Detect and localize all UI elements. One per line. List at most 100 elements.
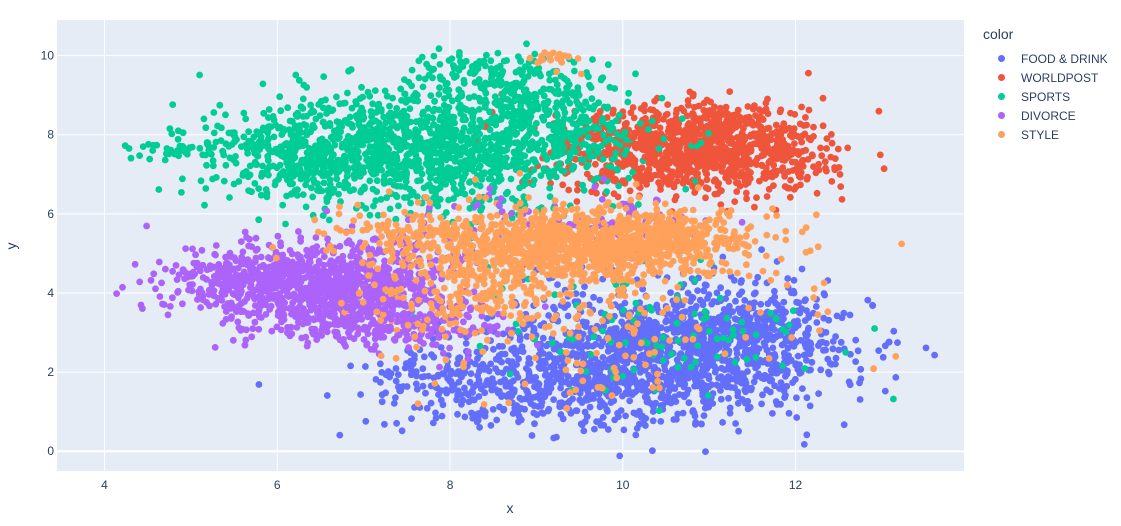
scatter-point bbox=[427, 174, 434, 182]
scatter-point bbox=[806, 402, 814, 410]
scatter-point bbox=[214, 122, 222, 130]
scatter-point bbox=[880, 165, 888, 173]
scatter-point bbox=[150, 270, 158, 278]
scatter-point bbox=[668, 134, 676, 142]
scatter-point bbox=[168, 130, 176, 138]
scatter-point bbox=[700, 315, 708, 323]
scatter-point bbox=[700, 106, 708, 114]
scatter-point bbox=[259, 162, 266, 170]
scatter-point bbox=[793, 394, 800, 402]
scatter-point bbox=[732, 420, 739, 427]
scatter-point bbox=[525, 370, 533, 378]
scatter-point bbox=[244, 150, 252, 157]
scatter-point bbox=[500, 405, 508, 413]
scatter-point bbox=[752, 331, 760, 338]
scatter-point bbox=[545, 375, 553, 383]
scatter-point bbox=[725, 151, 733, 158]
scatter-point bbox=[320, 73, 328, 80]
scatter-point bbox=[400, 137, 408, 145]
scatter-point bbox=[431, 97, 438, 105]
scatter-point bbox=[846, 381, 854, 389]
scatter-point bbox=[419, 83, 427, 91]
scatter-point bbox=[703, 176, 711, 184]
scatter-point bbox=[801, 297, 809, 305]
scatter-point bbox=[734, 392, 742, 400]
scatter-point bbox=[537, 172, 545, 180]
scatter-point bbox=[459, 116, 467, 124]
scatter-point bbox=[643, 398, 651, 406]
scatter-point bbox=[574, 186, 581, 194]
scatter-point bbox=[607, 163, 615, 171]
scatter-point bbox=[364, 88, 372, 96]
scatter-point bbox=[838, 196, 846, 203]
scatter-point bbox=[320, 179, 328, 187]
scatter-point bbox=[689, 90, 697, 98]
scatter-point bbox=[767, 309, 774, 317]
scatter-point bbox=[335, 168, 343, 176]
scatter-point bbox=[451, 74, 458, 81]
scatter-point bbox=[736, 172, 744, 180]
scatter-point bbox=[573, 373, 581, 380]
scatter-point bbox=[689, 110, 697, 118]
scatter-point bbox=[415, 74, 423, 82]
scatter-point bbox=[381, 172, 388, 180]
scatter-point bbox=[894, 339, 901, 346]
scatter-point bbox=[751, 203, 758, 211]
scatter-point bbox=[300, 121, 308, 128]
scatter-point bbox=[545, 312, 552, 319]
scatter-point bbox=[726, 165, 734, 173]
scatter-point bbox=[655, 145, 663, 153]
scatter-point bbox=[531, 420, 538, 428]
scatter-point bbox=[701, 158, 709, 165]
scatter-point bbox=[717, 395, 725, 403]
scatter-point bbox=[643, 380, 651, 388]
scatter-point bbox=[641, 153, 649, 161]
scatter-point bbox=[277, 107, 285, 115]
scatter-point bbox=[803, 307, 810, 314]
scatter-point bbox=[586, 403, 594, 411]
scatter-point bbox=[456, 368, 463, 376]
scatter-point bbox=[462, 340, 470, 347]
scatter-point bbox=[382, 389, 389, 397]
scatter-point bbox=[568, 166, 576, 173]
scatter-point bbox=[803, 121, 810, 129]
scatter-point bbox=[440, 101, 448, 109]
scatter-point bbox=[648, 117, 656, 125]
scatter-point bbox=[714, 182, 722, 190]
scatter-point bbox=[412, 90, 419, 97]
scatter-point bbox=[805, 314, 812, 321]
scatter-point bbox=[535, 380, 543, 388]
scatter-point bbox=[550, 364, 558, 372]
scatter-point bbox=[603, 406, 611, 414]
scatter-point bbox=[282, 220, 289, 228]
scatter-point bbox=[817, 144, 824, 152]
scatter-point bbox=[216, 101, 224, 109]
scatter-point bbox=[763, 139, 771, 147]
scatter-point bbox=[856, 379, 863, 387]
scatter-point bbox=[618, 318, 626, 326]
scatter-point bbox=[705, 372, 712, 379]
scatter-point bbox=[659, 178, 667, 186]
scatter-point bbox=[415, 57, 423, 65]
scatter-point bbox=[530, 324, 538, 332]
scatter-point bbox=[599, 354, 607, 361]
scatter-point bbox=[772, 121, 780, 129]
scatter-point bbox=[408, 66, 416, 74]
scatter-point bbox=[741, 313, 749, 320]
scatter-point bbox=[386, 373, 393, 381]
scatter-point bbox=[597, 421, 605, 429]
scatter-point bbox=[373, 188, 381, 196]
scatter-point bbox=[931, 351, 938, 359]
scatter-point bbox=[697, 139, 705, 147]
scatter-point bbox=[773, 127, 781, 135]
scatter-point bbox=[837, 183, 845, 191]
scatter-point bbox=[455, 66, 463, 74]
scatter-point bbox=[738, 277, 745, 284]
scatter-point bbox=[518, 405, 526, 412]
scatter-point bbox=[537, 402, 545, 410]
scatter-point bbox=[573, 407, 581, 415]
scatter-point bbox=[805, 106, 813, 114]
scatter-point bbox=[599, 413, 607, 421]
scatter-point bbox=[276, 93, 284, 101]
scatter-point bbox=[589, 56, 596, 63]
